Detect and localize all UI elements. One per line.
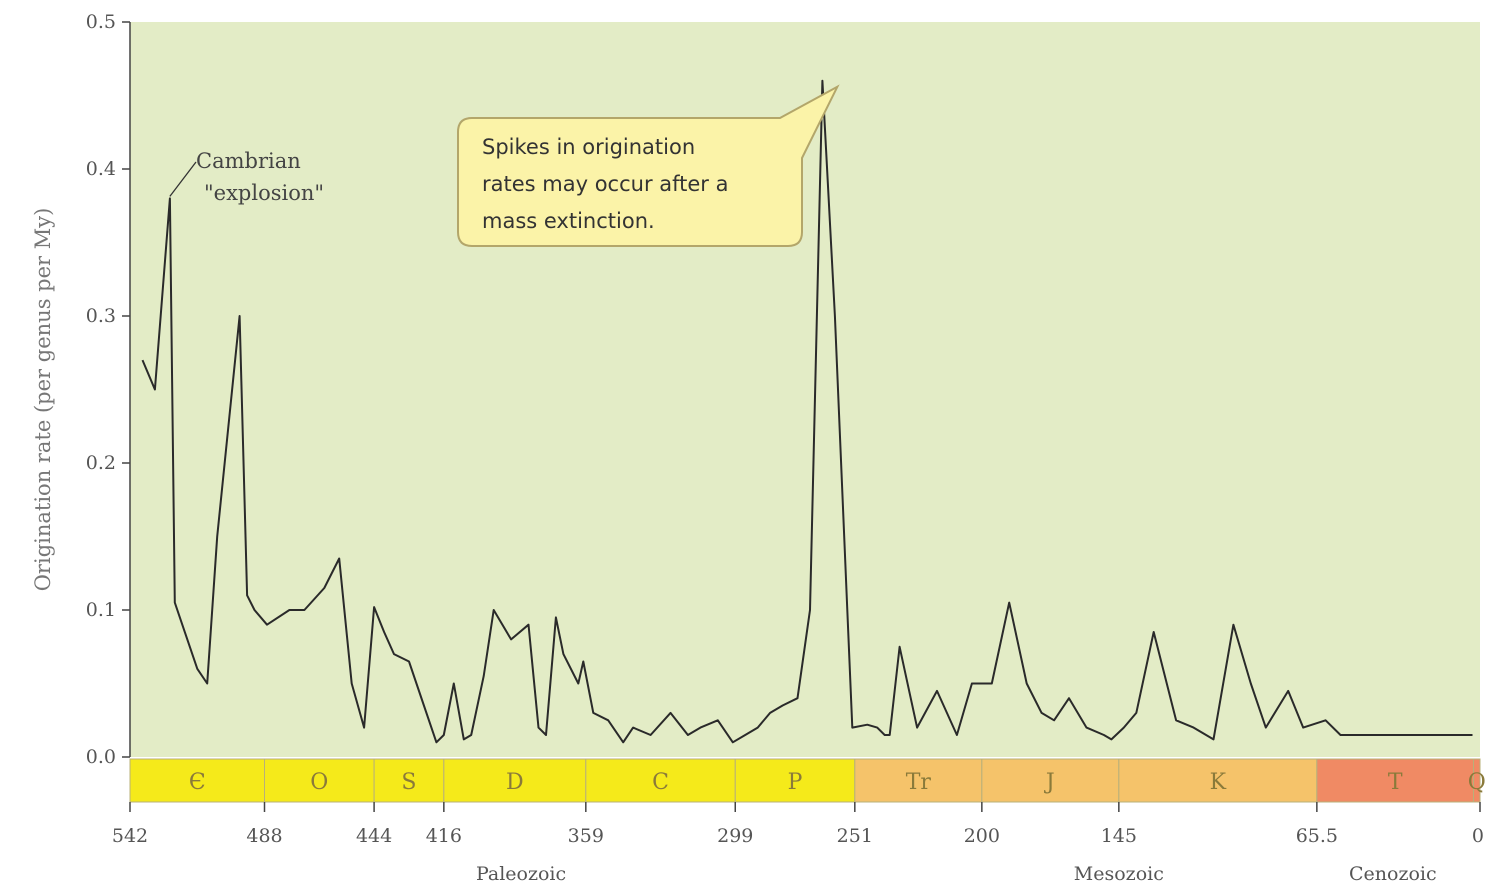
y-tick-label: 0.5 (86, 11, 116, 33)
callout-text-line: mass extinction. (482, 209, 655, 233)
axes: 0.0 0.1 0.2 0.3 0.4 0.5 (86, 11, 131, 768)
period-segment (854, 758, 983, 803)
period-segment (264, 758, 375, 803)
callout-box (457, 84, 840, 247)
era-labels: Paleozoic Mesozoic Cenozoic (476, 863, 1437, 885)
origination-rate-line (141, 79, 1473, 744)
period-segment (981, 758, 1120, 803)
era-label: Cenozoic (1349, 863, 1437, 885)
x-tick-label: 200 (964, 825, 1000, 847)
period-label: K (1210, 770, 1227, 795)
period-segment (1316, 758, 1475, 803)
era-label: Mesozoic (1074, 863, 1164, 885)
period-label: Є (189, 770, 206, 795)
x-tick-label: 251 (837, 825, 873, 847)
period-segment (1473, 758, 1481, 803)
period-bar: Є O S D C P Tr J K T Q (129, 758, 1486, 803)
y-tick-label: 0.1 (86, 599, 116, 621)
x-tick-label: 0 (1472, 825, 1484, 847)
y-tick-label: 0.3 (86, 305, 116, 327)
x-tick-label: 299 (717, 825, 753, 847)
x-axis: 542 488 444 416 359 299 251 200 145 65.5 0 (112, 802, 1484, 847)
period-label: T (1388, 770, 1403, 795)
period-segment (443, 758, 587, 803)
period-label: Tr (906, 770, 932, 795)
x-tick-label: 145 (1101, 825, 1137, 847)
period-segment (585, 758, 736, 803)
period-label: S (401, 770, 416, 795)
x-tick-label: 65.5 (1296, 825, 1338, 847)
callout-text-line: Spikes in origination (482, 135, 695, 159)
cambrian-annotation-line: Cambrian (196, 149, 301, 173)
x-tick-label: 488 (246, 825, 282, 847)
period-segment (373, 758, 445, 803)
cambrian-annotation-line: "explosion" (204, 181, 324, 205)
period-label: D (506, 770, 524, 795)
x-tick-label: 359 (568, 825, 604, 847)
y-tick-label: 0.2 (86, 452, 116, 474)
period-label: J (1044, 770, 1055, 795)
y-axis-label: Origination rate (per genus per My) (31, 208, 55, 592)
x-tick-label: 542 (112, 825, 148, 847)
annotations: Cambrian "explosion" Spikes in origination… (169, 84, 840, 247)
y-tick-label: 0.0 (86, 746, 116, 768)
period-segment (734, 758, 856, 803)
cambrian-pointer (169, 161, 197, 197)
era-label: Paleozoic (476, 863, 566, 885)
period-label: P (788, 770, 803, 795)
period-label: C (652, 770, 669, 795)
callout-text-line: rates may occur after a (482, 172, 728, 196)
period-label: O (310, 770, 328, 795)
period-segment (1118, 758, 1318, 803)
x-tick-label: 444 (356, 825, 392, 847)
period-label: Q (1468, 770, 1486, 795)
y-tick-label: 0.4 (86, 158, 116, 180)
x-tick-label: 416 (426, 825, 462, 847)
